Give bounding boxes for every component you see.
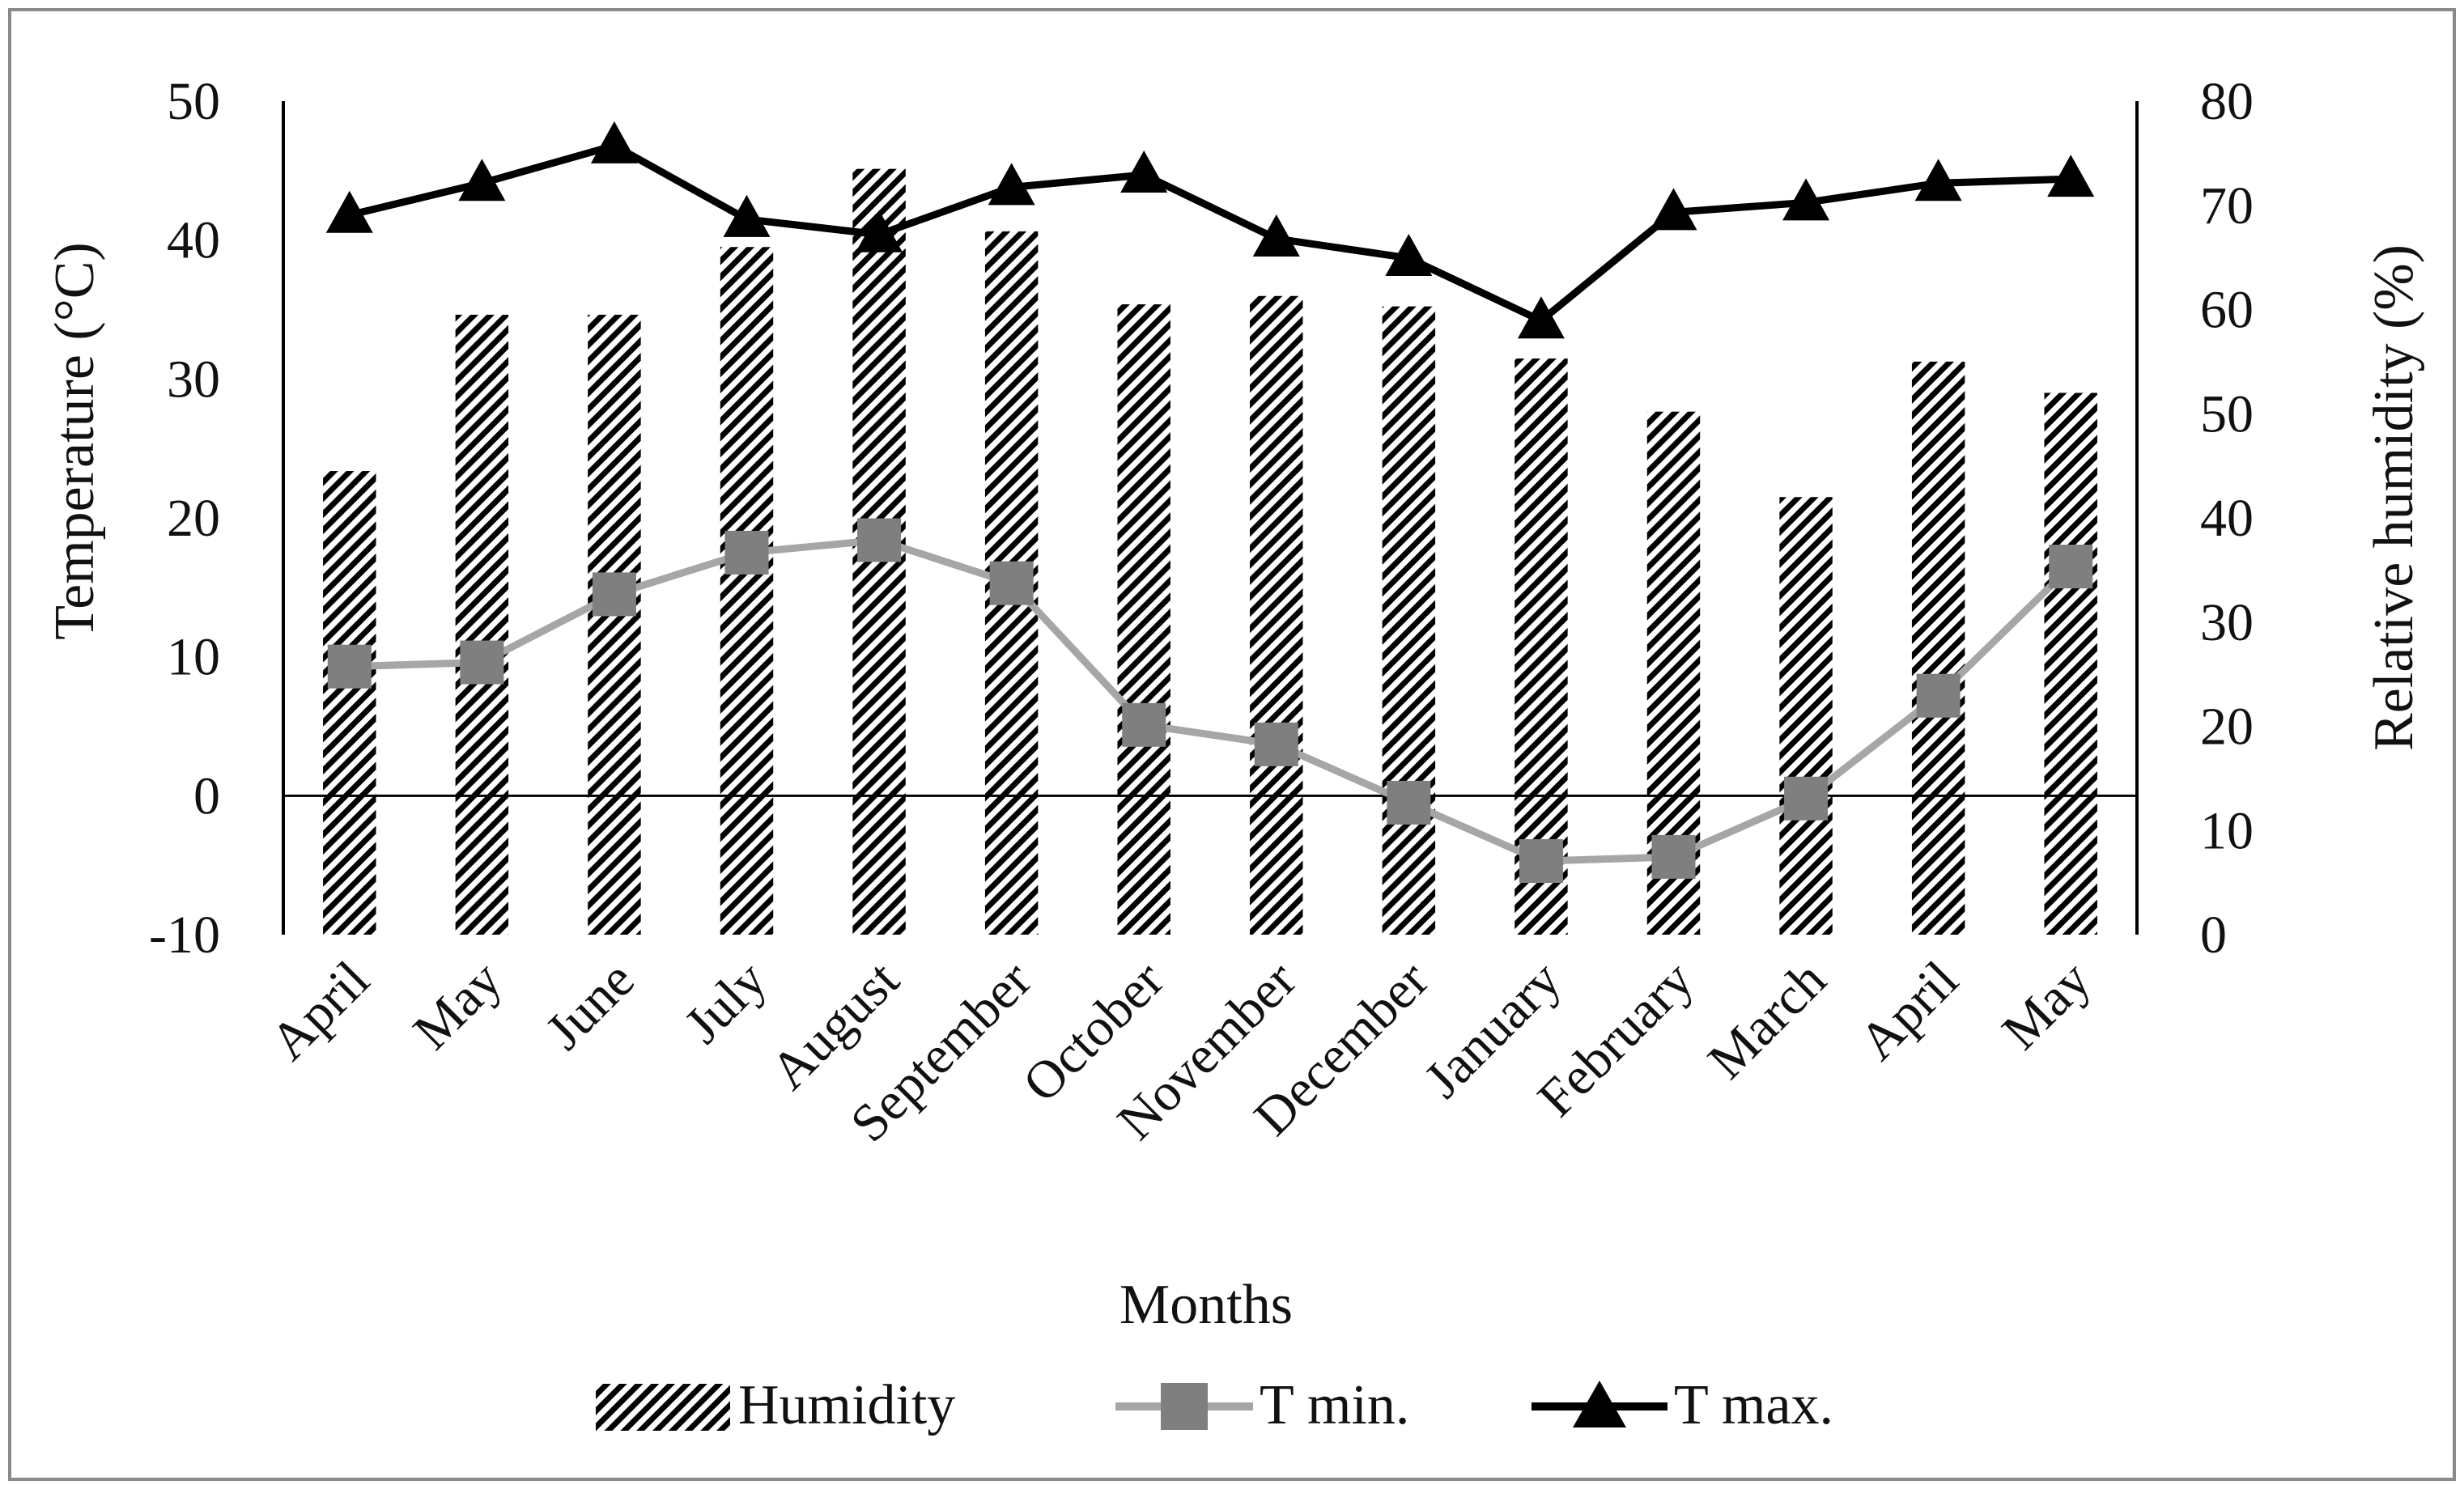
tmin-marker [1784, 776, 1829, 821]
tmin-marker [857, 518, 902, 562]
x-tick-label: March [1697, 950, 1837, 1090]
right-tick-label: 40 [2200, 489, 2254, 548]
legend-humidity-swatch [596, 1384, 730, 1431]
tmax-marker [723, 194, 771, 237]
tmax-marker [856, 210, 903, 252]
tmin-series [327, 518, 2093, 884]
tmax-marker [1782, 178, 1830, 221]
x-tick-label: April [1848, 950, 1969, 1071]
humidity-bar [2044, 392, 2097, 935]
tmax-marker [1914, 159, 1962, 202]
left-tick-label: 0 [193, 766, 220, 825]
tmin-marker [592, 572, 636, 617]
legend: Humidity T min. T max. [596, 1374, 1833, 1436]
tmax-marker [1517, 296, 1565, 339]
x-tick-label: April [259, 950, 380, 1071]
right-tick-label: 0 [2200, 906, 2227, 965]
right-y-axis-ticks: 80 70 60 50 40 30 20 10 0 [2200, 72, 2254, 965]
left-tick-label: 30 [167, 350, 220, 409]
tmin-marker [1254, 722, 1298, 766]
left-y-axis-ticks: 50 40 30 20 10 0 -10 [149, 72, 220, 965]
humidity-bar [720, 247, 774, 935]
tmax-marker [325, 190, 373, 233]
humidity-bar [1250, 295, 1303, 935]
tmin-marker [724, 530, 769, 575]
legend-tmin-marker [1161, 1383, 1208, 1430]
tmin-marker [1387, 780, 1431, 825]
humidity-bar [1117, 304, 1170, 935]
tmin-marker [1916, 673, 1961, 718]
tmax-marker [458, 159, 506, 202]
left-tick-label: 20 [167, 489, 220, 548]
x-tick-label: July [673, 950, 778, 1054]
right-tick-label: 30 [2200, 593, 2254, 652]
humidity-bar [588, 314, 641, 935]
tmin-marker [1519, 839, 1563, 884]
humidity-bar [455, 314, 509, 935]
x-axis-tick-labels: April May June JulyAugustSeptemberOctoberNo… [259, 950, 2102, 1153]
left-tick-label: 10 [167, 628, 220, 687]
tmin-marker [1122, 702, 1166, 747]
tmin-marker [460, 640, 504, 685]
legend-tmax-marker [1573, 1381, 1626, 1427]
tmin-marker [2049, 545, 2093, 589]
tmin-marker [1651, 834, 1696, 879]
x-axis-title: Months [1119, 1274, 1293, 1336]
left-tick-label: 50 [167, 72, 220, 131]
tmax-marker [988, 163, 1035, 206]
right-tick-label: 60 [2200, 281, 2254, 340]
tmax-series [325, 121, 2095, 339]
tmax-marker [1120, 150, 1168, 193]
humidity-bar [1382, 306, 1436, 935]
humidity-bar [1515, 358, 1568, 935]
tmax-marker [590, 121, 638, 163]
y-axis-left-title: Temperature (°C) [44, 242, 106, 639]
tmax-marker [1650, 188, 1697, 231]
tmax-marker [1385, 233, 1433, 276]
humidity-bars [323, 168, 2097, 935]
right-tick-label: 70 [2200, 176, 2254, 235]
legend-humidity-label: Humidity [738, 1374, 955, 1436]
tmin-marker [989, 561, 1034, 605]
tmin-marker [327, 644, 372, 689]
legend-item-humidity: Humidity [596, 1374, 955, 1436]
x-tick-label: May [1991, 950, 2102, 1061]
tmin-line [349, 536, 2074, 865]
x-tick-label: June [534, 950, 645, 1061]
right-tick-label: 80 [2200, 72, 2254, 131]
tmax-marker [2047, 155, 2095, 197]
left-tick-label: 40 [167, 211, 220, 270]
legend-tmin-label: T min. [1260, 1374, 1409, 1436]
right-tick-label: 20 [2200, 698, 2254, 757]
right-tick-label: 50 [2200, 384, 2254, 443]
x-tick-label: May [402, 950, 513, 1061]
tmax-line [348, 142, 2071, 325]
tmax-marker [1252, 214, 1300, 257]
right-tick-label: 10 [2200, 801, 2254, 860]
humidity-bar [1779, 497, 1833, 935]
left-tick-label: -10 [149, 906, 220, 965]
legend-tmax-label: T max. [1674, 1374, 1833, 1436]
legend-item-tmax: T max. [1532, 1374, 1833, 1436]
y-axis-right-title: Relative humidity (%) [2363, 244, 2425, 751]
legend-item-tmin: T min. [1115, 1374, 1409, 1436]
humidity-bar [323, 471, 376, 935]
humidity-bar [1911, 361, 1965, 935]
